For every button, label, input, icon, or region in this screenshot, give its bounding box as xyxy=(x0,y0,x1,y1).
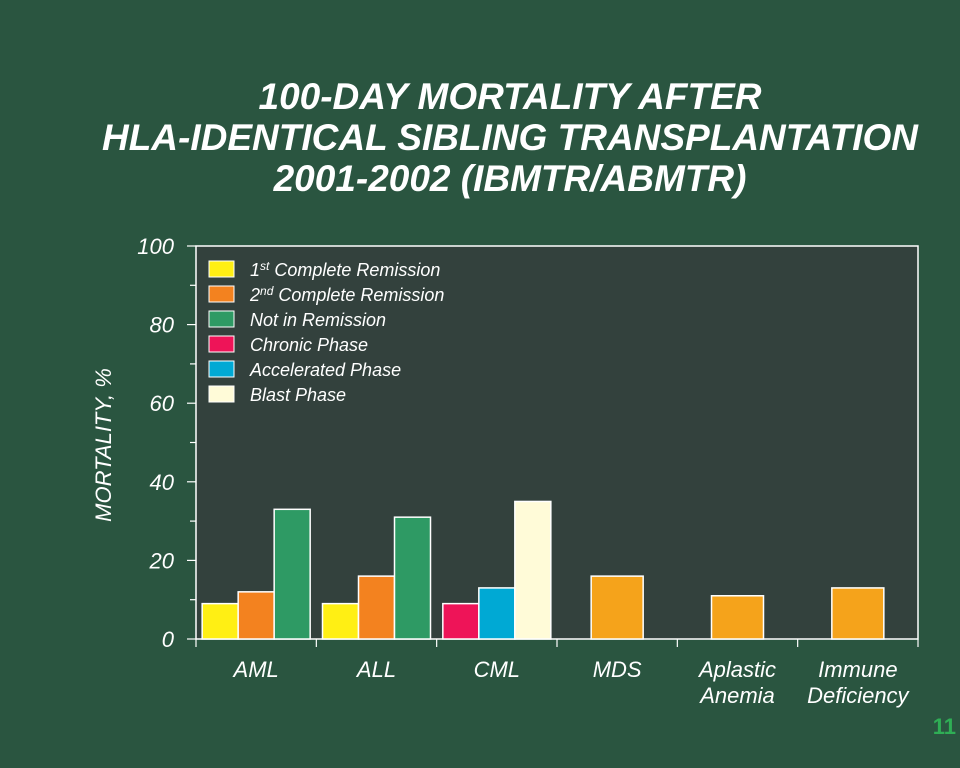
y-tick-label: 80 xyxy=(150,313,175,338)
legend-swatch-bp xyxy=(208,385,235,403)
x-tick-label: MDS xyxy=(593,657,642,682)
bar-aplastic-anemia-aa xyxy=(710,595,765,640)
bar-cml-cp xyxy=(442,602,480,640)
y-tick-label: 20 xyxy=(149,548,175,573)
x-tick-label: AML xyxy=(232,657,279,682)
legend-swatch-cr1 xyxy=(208,260,235,278)
title-line-1: 100-DAY MORTALITY AFTER xyxy=(258,76,762,117)
bar-all-nir xyxy=(393,516,432,640)
legend-label-ap: Accelerated Phase xyxy=(249,360,401,380)
y-tick-label: 40 xyxy=(150,470,175,495)
legend-label-bp: Blast Phase xyxy=(250,385,346,405)
bar-all-cr1 xyxy=(321,602,360,640)
plot-area xyxy=(195,245,919,640)
bar-mds-mds xyxy=(590,575,644,640)
page-title: 100-DAY MORTALITY AFTER HLA-IDENTICAL SI… xyxy=(0,76,960,199)
bar-aml-cr1 xyxy=(201,602,239,640)
x-tick-label: Immune xyxy=(818,657,897,682)
y-tick-label: 60 xyxy=(150,391,175,416)
bar-cml-ap xyxy=(478,587,516,640)
x-tick-label: CML xyxy=(474,657,520,682)
x-tick-label: ALL xyxy=(355,657,396,682)
title-line-2: HLA-IDENTICAL SIBLING TRANSPLANTATION xyxy=(101,117,918,158)
legend-swatch-cp xyxy=(208,335,235,353)
title-line-3: 2001-2002 (IBMTR/ABMTR) xyxy=(273,158,747,199)
bar-cml-bp xyxy=(514,500,552,640)
x-tick-label: Deficiency xyxy=(807,683,910,708)
y-tick-label: 0 xyxy=(162,627,175,652)
y-tick-label: 100 xyxy=(137,234,174,259)
legend-swatch-cr2 xyxy=(208,285,235,303)
bar-aml-nir xyxy=(273,508,311,640)
legend-label-cr1: 1st Complete Remission xyxy=(250,259,440,280)
legend-label-cr2: 2nd Complete Remission xyxy=(249,284,444,305)
bar-immune-deficiency-id xyxy=(831,587,885,640)
bar-all-cr2 xyxy=(357,575,396,640)
legend-swatch-nir xyxy=(208,310,235,328)
legend-swatch-ap xyxy=(208,360,235,378)
y-axis-label: MORTALITY, % xyxy=(91,368,116,522)
x-tick-label: Anemia xyxy=(698,683,775,708)
legend-label-cp: Chronic Phase xyxy=(250,335,368,355)
legend-label-nir: Not in Remission xyxy=(250,310,386,330)
page-number: 11 xyxy=(932,714,956,739)
bar-aml-cr2 xyxy=(237,591,275,640)
x-tick-label: Aplastic xyxy=(697,657,776,682)
